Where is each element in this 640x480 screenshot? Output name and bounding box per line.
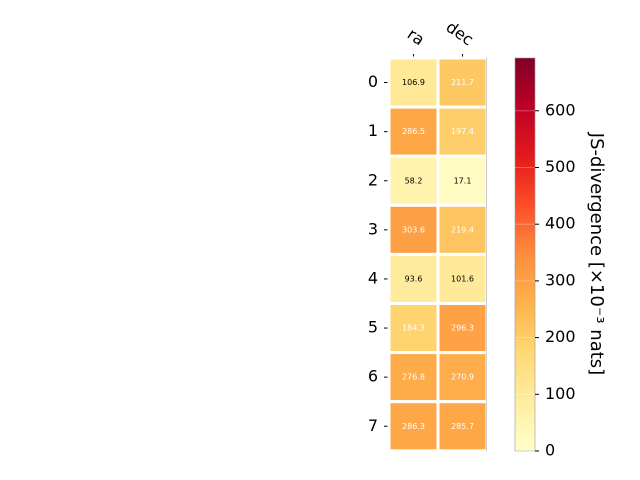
cell-value-label: 17.1 <box>454 176 472 185</box>
cell-value-label: 93.6 <box>405 274 423 283</box>
heatmap-cell <box>436 56 489 109</box>
cell-value-label: 184.3 <box>402 324 425 333</box>
cell-value-label: 303.6 <box>402 225 425 234</box>
colorbar-tick-label: 600 <box>545 100 576 119</box>
cell-value-label: 276.8 <box>402 373 425 382</box>
column-labels: ra dec <box>404 17 477 58</box>
colorbar-tick-label: 300 <box>545 270 576 289</box>
heatmap-cells: 106.9 211.7 286.5 197.4 58.2 17.1 303.6 219.4 93… <box>387 56 489 453</box>
heatmap-cell <box>436 252 489 305</box>
cell-value-label: 197.4 <box>451 127 474 136</box>
heatmap-cell <box>436 351 489 404</box>
cell-value-label: 296.3 <box>451 324 474 333</box>
heatmap-cell <box>436 400 489 453</box>
cell-value-label: 58.2 <box>405 176 423 185</box>
row-label: 7 <box>368 416 378 435</box>
heatmap-cell <box>387 154 440 207</box>
row-labels: 0 1 2 3 4 5 6 7 <box>368 72 388 435</box>
heatmap-cell <box>436 154 489 207</box>
cell-value-label: 285.7 <box>451 422 474 431</box>
cell-value-label: 286.5 <box>402 127 425 136</box>
row-label: 2 <box>368 170 378 189</box>
colorbar-ticks: 0 100 200 300 400 500 600 <box>515 100 576 460</box>
row-label: 3 <box>368 219 378 238</box>
row-label: 1 <box>368 121 378 140</box>
column-label: dec <box>443 17 477 49</box>
cell-value-label: 219.4 <box>451 225 474 234</box>
cell-value-label: 106.9 <box>402 78 425 87</box>
heatmap-cell <box>387 252 440 305</box>
colorbar-gradient <box>514 57 536 452</box>
colorbar-tick-label: 500 <box>545 157 576 176</box>
heatmap-cell <box>387 400 440 453</box>
cell-value-label: 270.9 <box>451 373 474 382</box>
colorbar-tick-label: 400 <box>545 214 576 233</box>
colorbar-tick-label: 200 <box>545 327 576 346</box>
cell-value-label: 286.3 <box>402 422 425 431</box>
colorbar-label: JS-divergence [×10⁻³ nats] <box>586 132 607 375</box>
row-label: 0 <box>368 72 378 91</box>
row-label: 4 <box>368 268 378 287</box>
cell-value-label: 101.6 <box>451 274 474 283</box>
colorbar-tick-label: 0 <box>545 441 555 460</box>
colorbar-tick-label: 100 <box>545 384 576 403</box>
column-label: ra <box>404 24 428 49</box>
heatmap-cell <box>436 105 489 158</box>
cell-value-label: 211.7 <box>451 78 474 87</box>
colorbar: 0 100 200 300 400 500 600 JS-divergence [×10⁻³… <box>514 57 607 460</box>
row-label: 5 <box>368 318 378 337</box>
heatmap-cell <box>387 203 440 256</box>
row-label: 6 <box>368 367 378 386</box>
